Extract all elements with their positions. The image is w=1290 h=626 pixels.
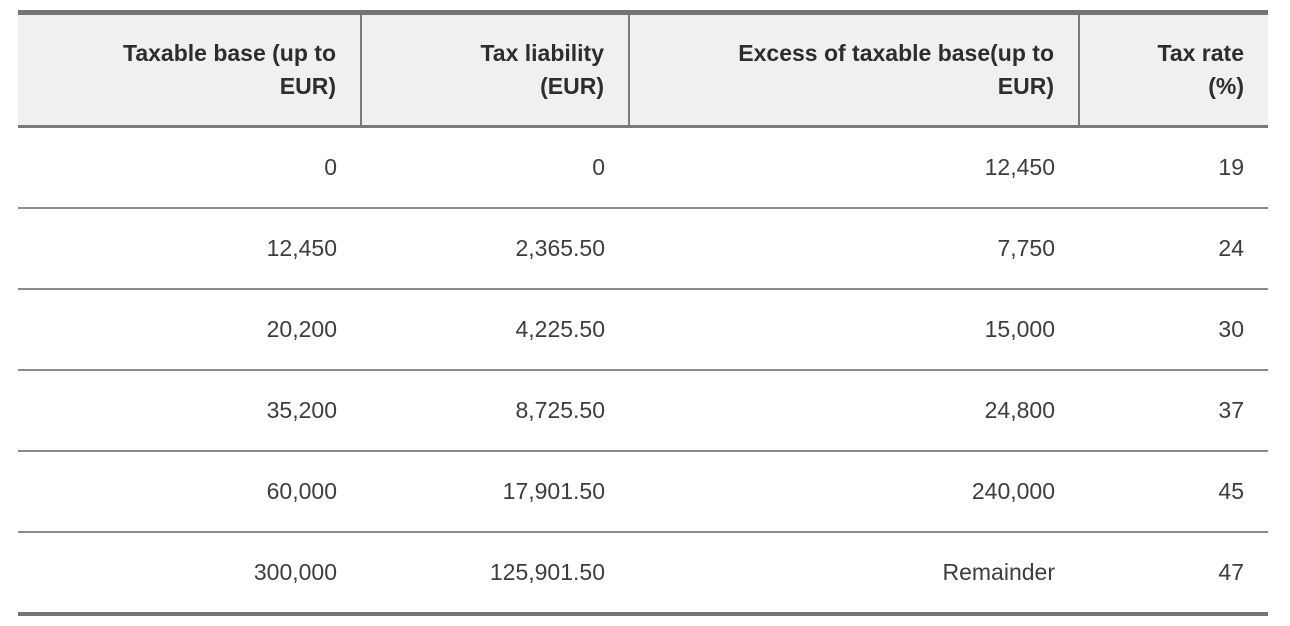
table-row: 0 0 12,450 19 bbox=[18, 126, 1268, 208]
column-header-tax-liability: Tax liability (EUR) bbox=[360, 12, 629, 128]
table-cell-excess: 7,750 bbox=[629, 207, 1079, 289]
table-cell-tax-liability: 125,901.50 bbox=[361, 531, 629, 614]
table-cell-tax-rate: 45 bbox=[1079, 450, 1268, 532]
table-cell-taxable-base: 20,200 bbox=[18, 288, 361, 370]
table-row: 12,450 2,365.50 7,750 24 bbox=[18, 207, 1268, 289]
table-cell-excess: 12,450 bbox=[629, 126, 1079, 208]
table-cell-tax-liability: 4,225.50 bbox=[361, 288, 629, 370]
table-row: 35,200 8,725.50 24,800 37 bbox=[18, 369, 1268, 451]
column-header-taxable-base: Taxable base (up to EUR) bbox=[18, 12, 361, 128]
table-cell-taxable-base: 12,450 bbox=[18, 207, 361, 289]
table-cell-tax-liability: 17,901.50 bbox=[361, 450, 629, 532]
header-row: Taxable base (up to EUR) Tax liability (… bbox=[18, 12, 1268, 128]
table-cell-tax-liability: 2,365.50 bbox=[361, 207, 629, 289]
table-cell-excess: Remainder bbox=[629, 531, 1079, 614]
table-cell-tax-rate: 24 bbox=[1079, 207, 1268, 289]
table-cell-excess: 15,000 bbox=[629, 288, 1079, 370]
column-header-excess-taxable-base: Excess of taxable base(up to EUR) bbox=[628, 12, 1079, 128]
table-cell-tax-rate: 19 bbox=[1079, 126, 1268, 208]
column-header-tax-rate: Tax rate (%) bbox=[1078, 12, 1268, 128]
table-cell-tax-rate: 30 bbox=[1079, 288, 1268, 370]
table-cell-excess: 240,000 bbox=[629, 450, 1079, 532]
table-cell-taxable-base: 60,000 bbox=[18, 450, 361, 532]
table-row: 300,000 125,901.50 Remainder 47 bbox=[18, 531, 1268, 614]
table-cell-taxable-base: 35,200 bbox=[18, 369, 361, 451]
table-cell-excess: 24,800 bbox=[629, 369, 1079, 451]
table-cell-tax-liability: 0 bbox=[361, 126, 629, 208]
table-cell-taxable-base: 300,000 bbox=[18, 531, 361, 614]
table-cell-taxable-base: 0 bbox=[18, 126, 361, 208]
table-cell-tax-liability: 8,725.50 bbox=[361, 369, 629, 451]
table-cell-tax-rate: 47 bbox=[1079, 531, 1268, 614]
tax-brackets-table: Taxable base (up to EUR) Tax liability (… bbox=[18, 10, 1268, 616]
table-cell-tax-rate: 37 bbox=[1079, 369, 1268, 451]
table-row: 60,000 17,901.50 240,000 45 bbox=[18, 450, 1268, 532]
table-row: 20,200 4,225.50 15,000 30 bbox=[18, 288, 1268, 370]
